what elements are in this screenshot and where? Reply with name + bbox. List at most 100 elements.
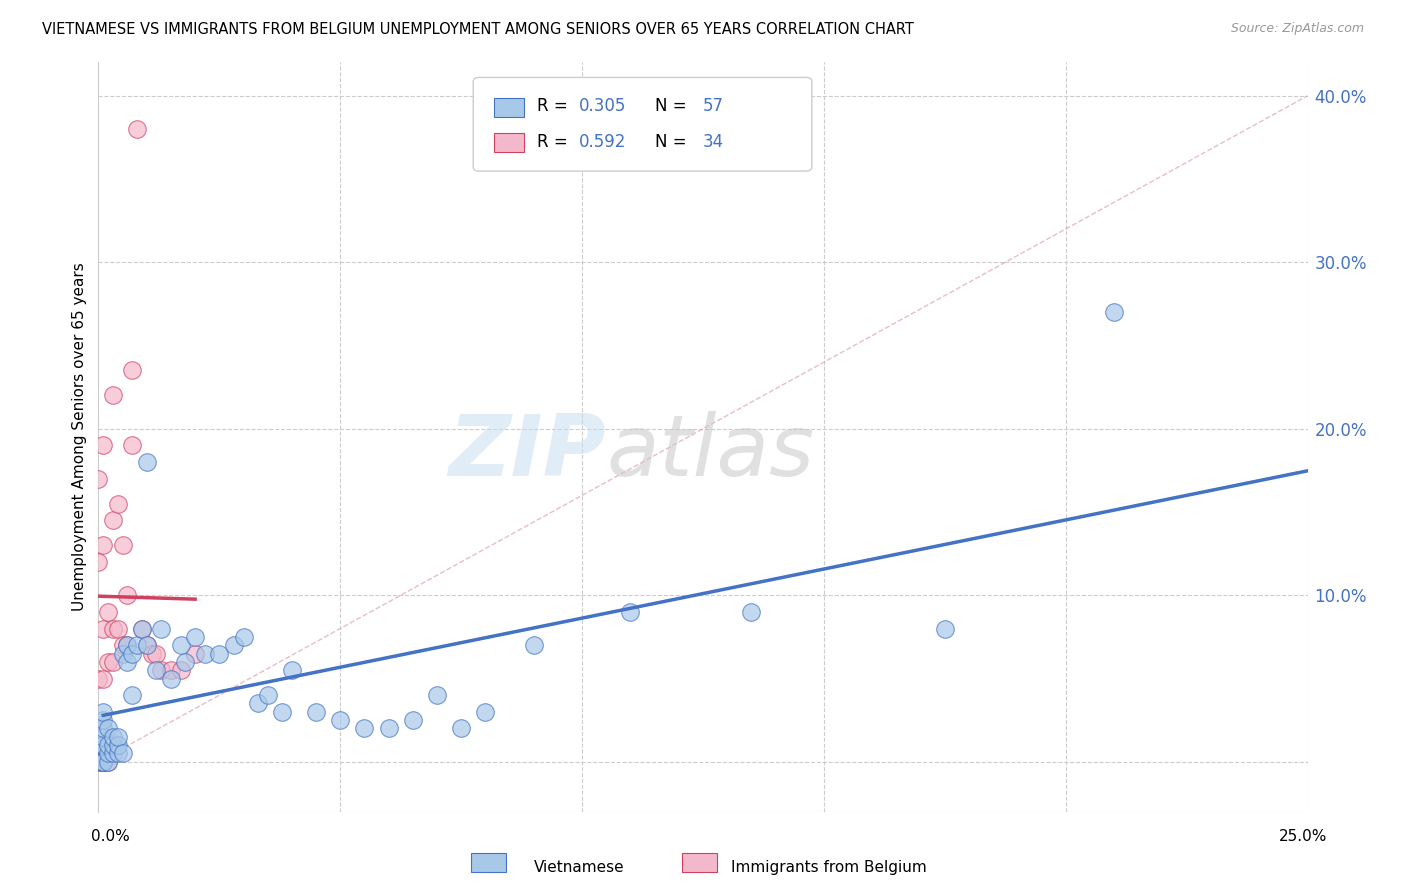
Point <box>97 605 120 619</box>
Point <box>91 672 114 686</box>
Point <box>111 538 134 552</box>
Point <box>305 705 328 719</box>
Point <box>121 647 143 661</box>
Point <box>101 738 124 752</box>
Point <box>174 655 197 669</box>
Text: 34: 34 <box>703 133 724 151</box>
Text: 57: 57 <box>703 97 724 115</box>
Point <box>97 755 120 769</box>
Point <box>131 622 153 636</box>
Point <box>107 497 129 511</box>
Point <box>353 722 375 736</box>
Point <box>377 722 399 736</box>
Text: 0.0%: 0.0% <box>91 830 131 844</box>
Point <box>91 755 114 769</box>
Point <box>256 688 278 702</box>
Point <box>1102 305 1125 319</box>
Point <box>91 755 114 769</box>
Point <box>247 697 270 711</box>
Point <box>97 755 120 769</box>
Point <box>101 730 124 744</box>
Point <box>87 672 110 686</box>
Point <box>145 663 167 677</box>
Bar <box>494 133 524 152</box>
Point <box>91 755 114 769</box>
Point <box>194 647 217 661</box>
Point <box>281 663 304 677</box>
Point <box>426 688 449 702</box>
Point <box>111 638 134 652</box>
Text: R =: R = <box>537 133 574 151</box>
Point <box>107 622 129 636</box>
FancyBboxPatch shape <box>474 78 811 171</box>
Point <box>87 755 110 769</box>
Text: atlas: atlas <box>606 410 814 493</box>
Point <box>160 663 183 677</box>
Point <box>101 747 124 761</box>
Point <box>101 622 124 636</box>
Point <box>91 730 114 744</box>
Point <box>117 638 139 652</box>
Point <box>107 747 129 761</box>
Point <box>101 388 124 402</box>
Point <box>619 605 641 619</box>
Point <box>232 630 254 644</box>
Text: R =: R = <box>537 97 574 115</box>
Point <box>91 738 114 752</box>
Point <box>121 438 143 452</box>
Point <box>150 663 173 677</box>
Point <box>87 755 110 769</box>
Point <box>184 630 207 644</box>
Point <box>121 688 143 702</box>
Point <box>523 638 546 652</box>
Point <box>91 713 114 727</box>
Point <box>97 722 120 736</box>
Point <box>135 455 157 469</box>
Point <box>91 722 114 736</box>
Point <box>145 647 167 661</box>
Point <box>160 672 183 686</box>
Point <box>169 638 191 652</box>
Point <box>184 647 207 661</box>
Point <box>107 730 129 744</box>
Bar <box>494 98 524 117</box>
Point <box>87 555 110 569</box>
Point <box>135 638 157 652</box>
Point <box>117 638 139 652</box>
Text: VIETNAMESE VS IMMIGRANTS FROM BELGIUM UNEMPLOYMENT AMONG SENIORS OVER 65 YEARS C: VIETNAMESE VS IMMIGRANTS FROM BELGIUM UN… <box>42 22 914 37</box>
Point <box>91 755 114 769</box>
Point <box>107 738 129 752</box>
Point <box>91 705 114 719</box>
Point <box>329 713 352 727</box>
Point <box>271 705 294 719</box>
Point <box>97 738 120 752</box>
Point <box>91 538 114 552</box>
Point <box>117 588 139 602</box>
Point <box>87 472 110 486</box>
Text: Vietnamese: Vietnamese <box>534 860 624 874</box>
Point <box>91 438 114 452</box>
Text: 25.0%: 25.0% <box>1279 830 1327 844</box>
Point <box>208 647 231 661</box>
Point <box>97 747 120 761</box>
Text: N =: N = <box>655 133 692 151</box>
Point <box>127 122 149 136</box>
Point <box>474 705 496 719</box>
Text: Source: ZipAtlas.com: Source: ZipAtlas.com <box>1230 22 1364 36</box>
Point <box>450 722 472 736</box>
Point <box>127 638 149 652</box>
Point <box>91 622 114 636</box>
Point <box>150 622 173 636</box>
Text: 0.592: 0.592 <box>578 133 626 151</box>
Point <box>91 738 114 752</box>
Point <box>97 655 120 669</box>
Text: 0.305: 0.305 <box>578 97 626 115</box>
Point <box>934 622 956 636</box>
Point <box>101 655 124 669</box>
Point <box>91 755 114 769</box>
Point <box>135 638 157 652</box>
Point <box>111 647 134 661</box>
Y-axis label: Unemployment Among Seniors over 65 years: Unemployment Among Seniors over 65 years <box>72 263 87 611</box>
Point <box>740 605 762 619</box>
Point <box>141 647 163 661</box>
